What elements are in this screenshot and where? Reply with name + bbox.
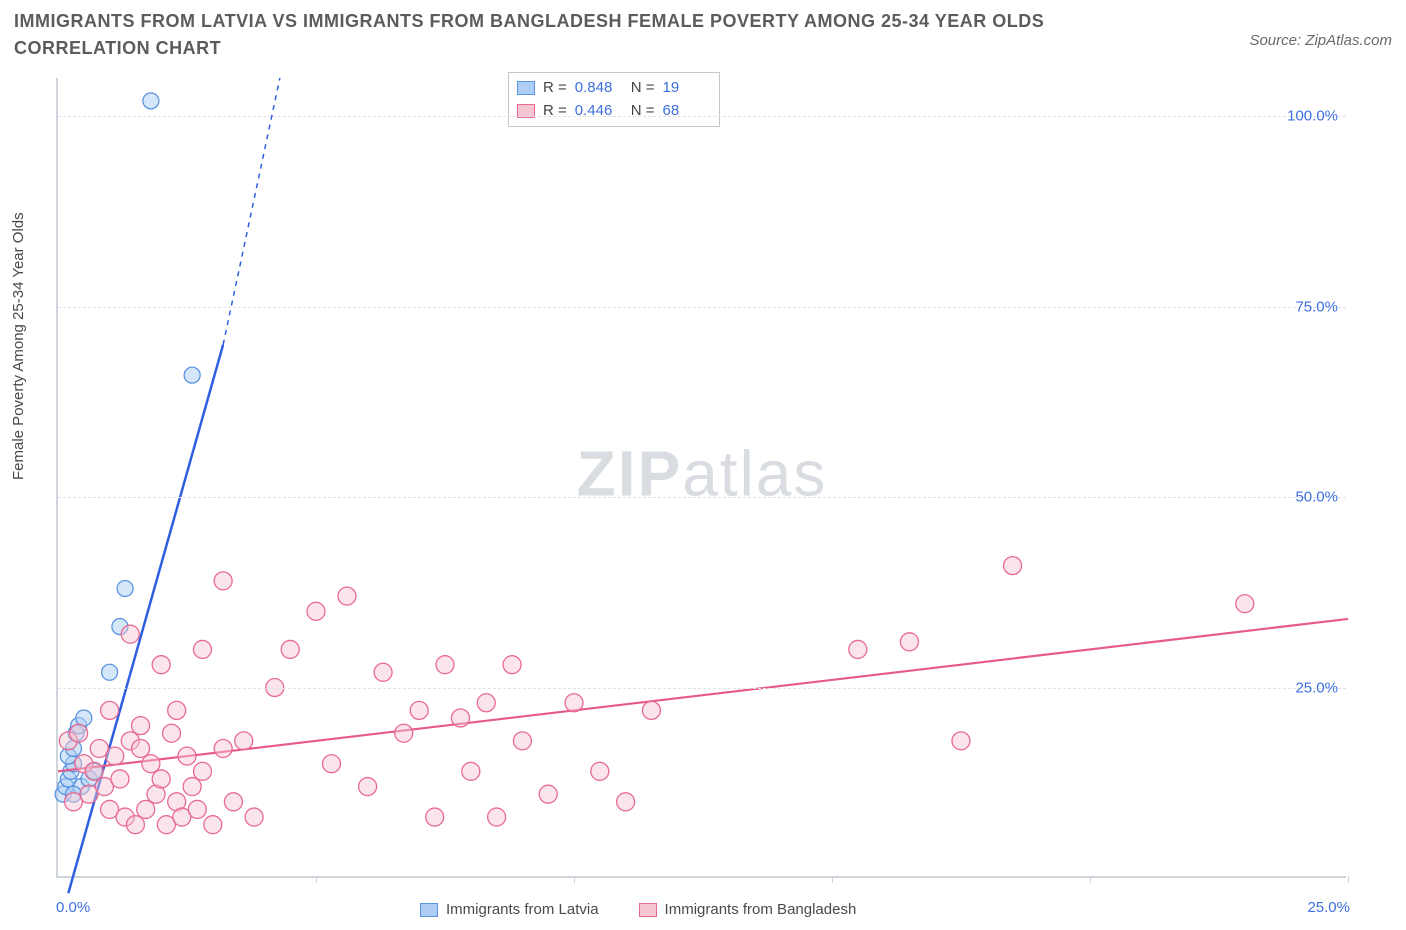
y-axis-label: Female Poverty Among 25-34 Year Olds bbox=[10, 212, 27, 480]
plot-svg bbox=[58, 78, 1346, 876]
legend-label-bangladesh: Immigrants from Bangladesh bbox=[665, 901, 857, 918]
legend-item-bangladesh: Immigrants from Bangladesh bbox=[639, 901, 857, 918]
y-tick-label: 100.0% bbox=[1287, 108, 1338, 125]
swatch-latvia-bottom bbox=[420, 903, 438, 917]
legend-label-latvia: Immigrants from Latvia bbox=[446, 901, 599, 918]
y-tick-label: 25.0% bbox=[1295, 679, 1338, 696]
chart-title: IMMIGRANTS FROM LATVIA VS IMMIGRANTS FRO… bbox=[14, 8, 1114, 62]
y-tick-label: 75.0% bbox=[1295, 298, 1338, 315]
source-attribution: Source: ZipAtlas.com bbox=[1249, 32, 1392, 49]
x-axis-label-max: 25.0% bbox=[1307, 899, 1350, 916]
y-tick-label: 50.0% bbox=[1295, 489, 1338, 506]
swatch-bangladesh-bottom bbox=[639, 903, 657, 917]
legend-item-latvia: Immigrants from Latvia bbox=[420, 901, 599, 918]
scatter-plot: ZIPatlas R = 0.848 N = 19 R = 0.446 N = … bbox=[56, 78, 1346, 878]
header: IMMIGRANTS FROM LATVIA VS IMMIGRANTS FRO… bbox=[14, 8, 1392, 62]
x-axis-label-min: 0.0% bbox=[56, 899, 90, 916]
series-legend: Immigrants from Latvia Immigrants from B… bbox=[420, 901, 856, 918]
